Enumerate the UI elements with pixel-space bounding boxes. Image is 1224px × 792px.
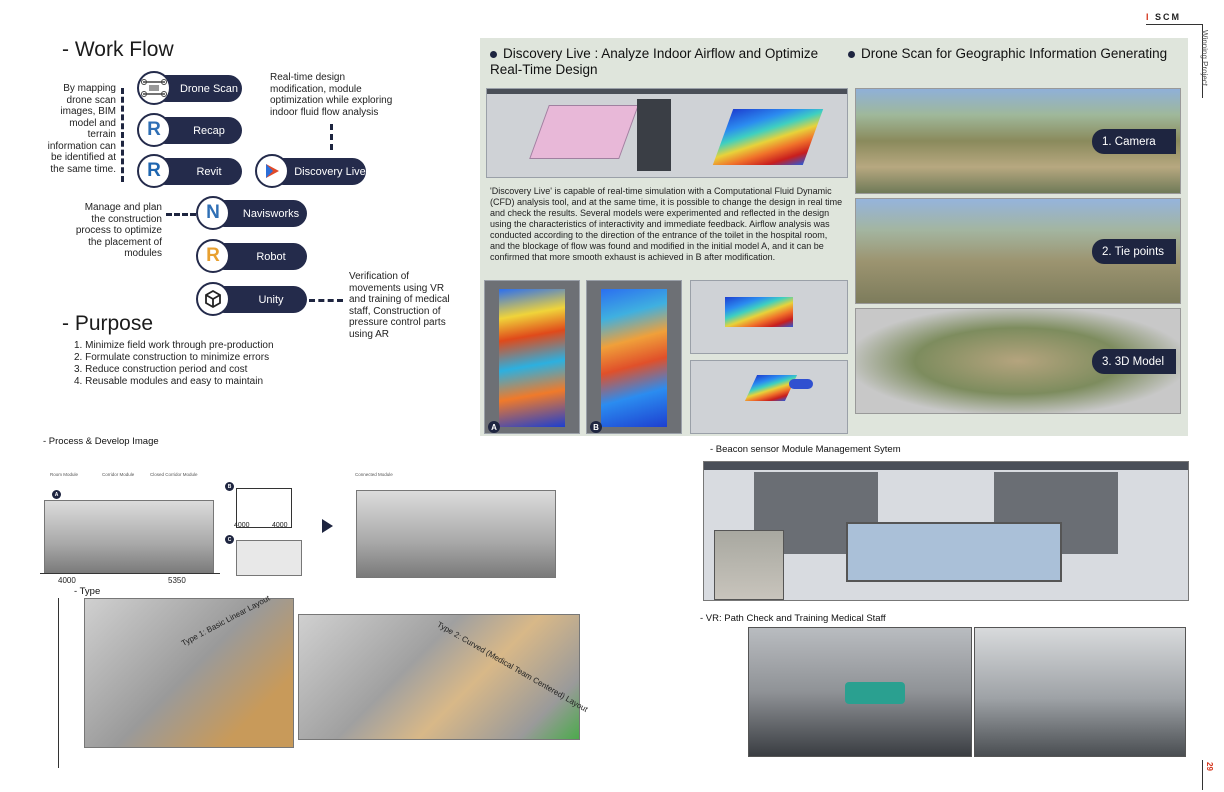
legend-room-module: Room Module: [50, 472, 79, 477]
brand-logo: I SCM: [1146, 12, 1182, 22]
page-number: 29: [1204, 762, 1214, 771]
brand-underline: [1146, 24, 1202, 25]
vr-image-corridor: [974, 627, 1186, 757]
side-divider: [1202, 24, 1203, 98]
model-heatmap: [712, 109, 824, 165]
unity-icon: [196, 282, 230, 316]
vr-image-bed: [748, 627, 972, 757]
discovery-live-icon: [255, 154, 289, 188]
note-realtime: Real-time design modification, module op…: [270, 72, 393, 118]
step-tie-points: 2. Tie points: [1092, 239, 1176, 264]
recap-icon: R: [137, 113, 171, 147]
type-divider: [58, 598, 59, 768]
legend-corridor-module: Corridor Module: [102, 472, 135, 477]
drone-title: Drone Scan for Geographic Information Ge…: [848, 46, 1180, 62]
purpose-item: 4. Reusable modules and easy to maintain: [74, 376, 264, 387]
note-mapping: By mapping drone scan images, BIM model …: [47, 83, 116, 175]
purpose-item: 3. Reduce construction period and cost: [74, 364, 248, 375]
panel-module-image: [236, 540, 302, 576]
badge-module-a: A: [52, 490, 61, 499]
discovery-title: Discovery Live : Analyze Indoor Airflow …: [490, 46, 819, 77]
dim-4000: 4000: [58, 576, 76, 585]
cfd-plan-b: [586, 280, 682, 434]
badge-b: B: [590, 421, 602, 433]
bullet-dot: [848, 50, 855, 58]
connected-module-image: [356, 490, 556, 578]
note-manage: Manage and plan the construction process…: [75, 202, 162, 259]
badge-module-c: C: [225, 535, 234, 544]
purpose-title: - Purpose: [62, 312, 154, 335]
layout-type2-image: [298, 614, 580, 740]
model-pink: [529, 105, 639, 159]
dim-frame-1: 4000: [234, 522, 250, 529]
dash-connector-discovery: [330, 124, 333, 150]
dash-connector-left: [121, 88, 124, 182]
arrow-right-icon: [322, 519, 333, 533]
type-title: - Type: [74, 586, 101, 597]
navisworks-icon: N: [196, 196, 230, 230]
dash-connector-unity: [309, 299, 343, 302]
cfd-plan-a: [484, 280, 580, 434]
frame-module-image: [236, 488, 292, 528]
settings-panel: [637, 99, 671, 171]
step-camera: 1. Camera: [1092, 129, 1176, 154]
robot-icon: R: [196, 239, 230, 273]
workflow-title: - Work Flow: [62, 38, 174, 61]
page-divider: [1202, 760, 1203, 790]
note-verify: Verification of movements using VR and t…: [349, 271, 450, 340]
cfd-section-2: [690, 360, 848, 434]
dim-frame-2: 4000: [272, 522, 288, 529]
purpose-item: 1. Minimize field work through pre-produ…: [74, 340, 274, 351]
step-3d-model: 3. 3D Model: [1092, 349, 1176, 374]
room-module-image: [44, 500, 214, 574]
vr-title: - VR: Path Check and Training Medical St…: [700, 613, 886, 624]
beacon-screenshot: [703, 461, 1189, 601]
cfd-screenshot-top: [486, 88, 848, 178]
legend-connected-module: Connected Module: [355, 472, 393, 477]
purpose-item: 2. Formulate construction to minimize er…: [74, 352, 270, 363]
legend-closed-corridor-module: Closed Corridor Module: [150, 472, 198, 477]
revit-icon: R: [137, 154, 171, 188]
side-label: Winning Project: [1200, 30, 1209, 87]
drone-icon: [137, 71, 171, 105]
badge-a: A: [488, 421, 500, 433]
purpose-list: 1. Minimize field work through pre-produ…: [74, 340, 334, 388]
beacon-title: - Beacon sensor Module Management Sytem: [710, 444, 901, 455]
badge-module-b: B: [225, 482, 234, 491]
layout-type1-image: [84, 598, 294, 748]
discovery-paragraph: 'Discovery Live' is capable of real-time…: [490, 186, 843, 262]
bullet-dot: [490, 50, 497, 58]
dim-5350: 5350: [168, 576, 186, 585]
cfd-section-1: [690, 280, 848, 354]
dash-connector-navis: [166, 213, 196, 216]
dim-line: [40, 573, 220, 574]
process-title: - Process & Develop Image: [43, 436, 159, 447]
